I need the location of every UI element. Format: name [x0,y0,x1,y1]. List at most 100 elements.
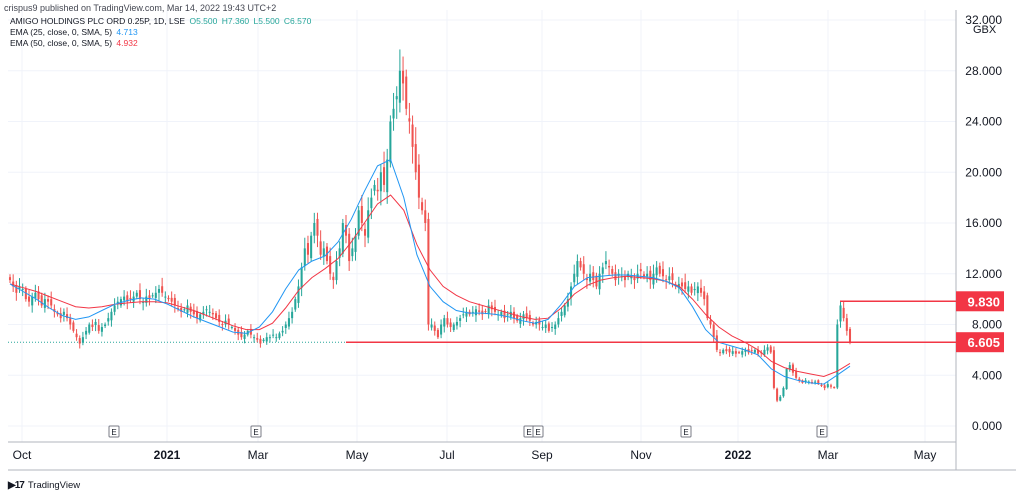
candle-body [528,314,531,321]
candle-body [785,368,788,390]
candle-body [411,124,414,147]
candle-body [462,314,465,316]
candle-body [687,286,690,292]
candle-body [230,327,233,329]
candle-body [791,364,794,373]
candle-body [360,205,363,223]
candle-body [814,381,817,383]
candle-body [731,351,734,354]
candle-body [424,210,427,223]
candle-body [351,248,354,257]
earnings-marker-label: E [253,428,258,437]
earnings-marker-label: E [683,428,688,437]
earnings-marker[interactable] [108,425,120,438]
candle-body [738,352,741,354]
candle-body [268,337,271,339]
candle-body [845,318,848,331]
candle-body [195,311,199,319]
candle-body [110,311,113,321]
candle-body [478,310,481,312]
candle-body [319,241,322,255]
candle-body [202,311,205,315]
candle-body [205,309,208,311]
candle-body [256,338,259,340]
candle-body [344,225,348,236]
candle-body [100,327,103,332]
earnings-marker[interactable] [532,425,544,438]
price-label-box [956,332,1004,353]
y-tick-label: 8.000 [972,318,1002,332]
candle-body [240,331,243,338]
legend-ema25-label: EMA (25, close, 0, SMA, 5) [10,27,113,37]
grid [8,10,956,442]
candle-body [116,301,119,304]
candle-body [398,70,401,103]
candle-body [392,108,395,119]
candle-body [623,276,626,281]
candle-body [151,295,154,297]
candle-body [826,384,829,388]
legend-ema50-label: EMA (50, close, 0, SMA, 5) [10,38,113,48]
candle-body [227,318,230,325]
candle-body [94,321,97,326]
candle-body [167,297,170,300]
candle-body [671,273,674,281]
candle-body [595,275,598,287]
candle-body [59,313,62,319]
candle-body [383,167,386,185]
candle-body [779,396,782,401]
candle-body [43,299,46,308]
candle-body [430,324,433,328]
candle-body [180,308,183,312]
candle-body [379,172,382,192]
candle-body [551,327,554,329]
candle-body [776,388,779,401]
candle-body [291,311,294,319]
candle-body [281,330,284,333]
candle-body [665,279,668,281]
candle-body [554,324,557,330]
candle-body [402,70,405,84]
candle-body [798,378,801,381]
candle-body [547,323,550,331]
candle-body [766,347,769,351]
earnings-marker[interactable] [250,425,262,438]
candle-body [18,286,21,289]
candle-body [763,349,766,355]
candle-body [443,318,446,327]
legend-ema25-value: 4.713 [116,27,138,37]
candle-body [795,371,798,378]
candle-body [544,324,547,329]
candle-body [557,318,560,325]
publisher-caption: crispus9 published on TradingView.com, M… [4,3,277,13]
candle-body [436,329,439,338]
horizontal-lines[interactable]: 6.605 9.830 [346,291,1004,353]
candle-body [363,229,367,236]
candle-body [8,277,12,281]
candle-body [649,270,652,281]
candle-body [842,307,845,319]
currency-label: GBX [970,24,1000,36]
candle-body [455,321,458,326]
earnings-marker[interactable] [680,425,692,438]
candle-body [243,334,246,339]
earnings-marker[interactable] [816,425,828,438]
candle-body [91,324,94,328]
candle-body [630,276,633,279]
candle-body [639,269,642,272]
candle-body [592,272,595,281]
y-tick-label: 12.000 [965,267,1002,281]
candle-body [234,328,237,331]
candle-body [459,318,462,321]
candle-body [157,288,161,293]
candle-body [259,338,262,344]
candle-body [113,305,116,312]
candle-body [126,295,129,302]
candle-body [85,330,88,335]
candle-body [408,118,411,122]
y-tick-label: 0.000 [972,419,1002,433]
candle-body [66,314,69,319]
candle-body [750,350,753,352]
